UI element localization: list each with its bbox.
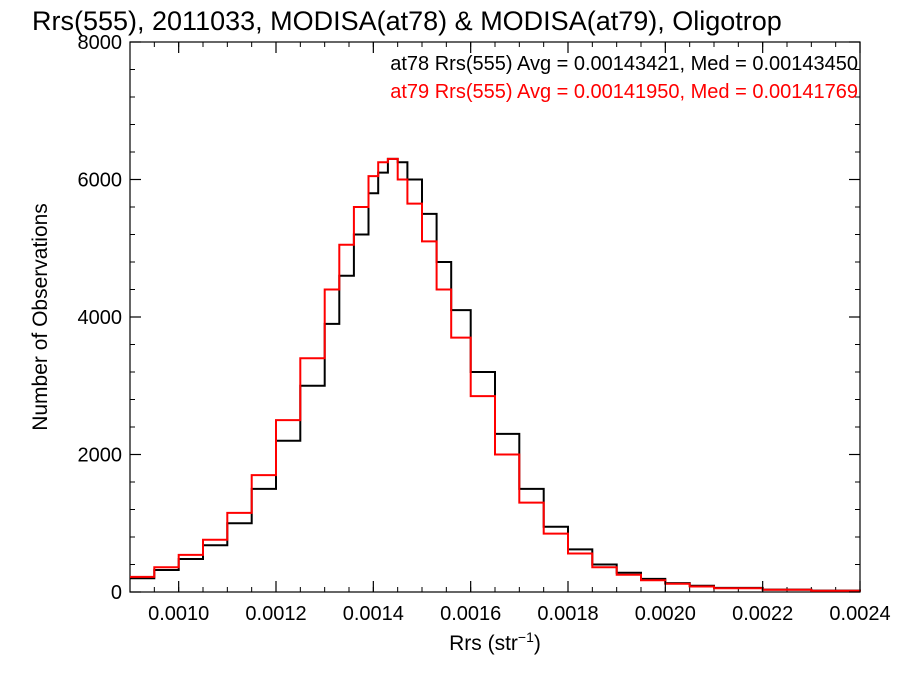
plot-frame (129, 41, 861, 593)
x-tick-label: 0.0014 (343, 603, 404, 625)
x-axis-title-close: ) (534, 632, 541, 655)
x-axis-title: Rrs (str−1) (449, 629, 541, 655)
y-tick-label: 2000 (78, 445, 123, 467)
x-axis-title-superscript: −1 (518, 629, 534, 645)
legend-entry-at79: at79 Rrs(555) Avg = 0.00141950, Med = 0.… (390, 81, 858, 103)
x-axis-title-main: Rrs (str (449, 632, 518, 655)
y-axis-ticks: 0 2000 4000 6000 8000 (78, 32, 860, 604)
series-layer (129, 157, 861, 592)
chart-title: Rrs(555), 2011033, MODISA(at78) & MODISA… (32, 6, 782, 36)
legend-entry-at78: at78 Rrs(555) Avg = 0.00143421, Med = 0.… (390, 53, 858, 75)
x-tick-label: 0.0024 (829, 603, 890, 625)
y-tick-label: 8000 (78, 32, 123, 54)
series-line-at78 (130, 157, 861, 592)
y-tick-label: 4000 (78, 307, 123, 329)
x-tick-label: 0.0022 (732, 603, 793, 625)
x-tick-label: 0.0012 (245, 603, 306, 625)
x-tick-label: 0.0020 (635, 603, 696, 625)
y-axis-title: Number of Observations (29, 203, 52, 431)
plot-area-border (129, 41, 861, 593)
y-tick-label: 6000 (78, 170, 123, 192)
x-axis-ticks: 0.0010 0.0012 0.0014 0.0016 0.0018 0.0020 0.00… (148, 42, 891, 625)
x-tick-label: 0.0010 (148, 603, 209, 625)
x-tick-label: 0.0018 (537, 603, 598, 625)
y-tick-label: 0 (111, 582, 122, 604)
x-tick-label: 0.0016 (440, 603, 501, 625)
